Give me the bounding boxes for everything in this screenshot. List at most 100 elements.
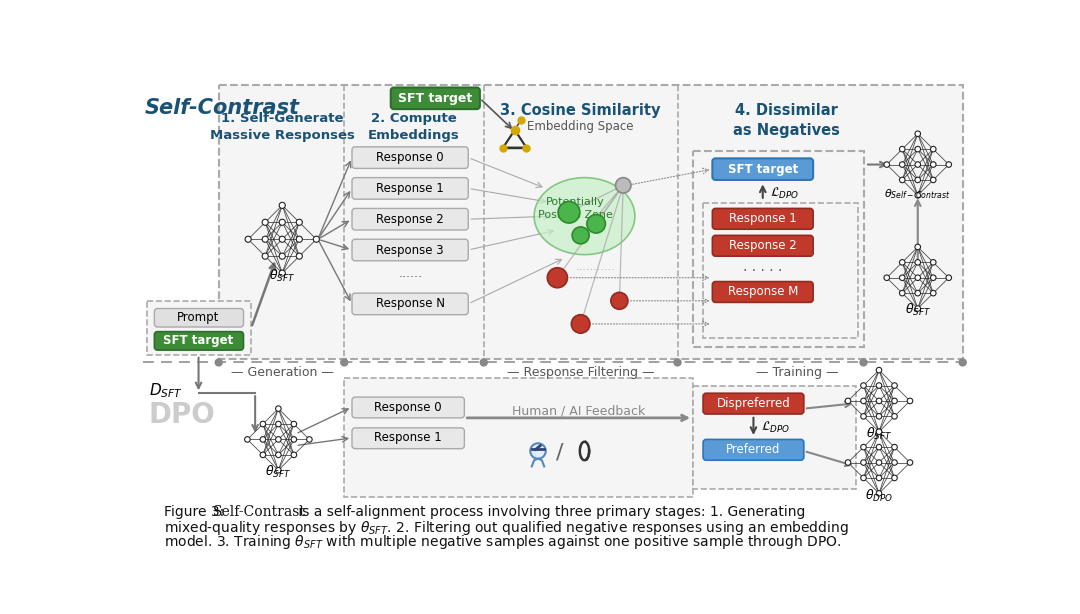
Circle shape: [931, 260, 936, 265]
Circle shape: [900, 177, 905, 183]
Circle shape: [931, 161, 936, 167]
Circle shape: [915, 244, 920, 250]
Text: $\mathcal{L}_{DPO}$: $\mathcal{L}_{DPO}$: [761, 421, 791, 435]
Circle shape: [861, 398, 866, 403]
Text: Prompt: Prompt: [177, 311, 219, 324]
Circle shape: [260, 452, 266, 457]
FancyBboxPatch shape: [713, 208, 813, 229]
Text: Response 1: Response 1: [376, 182, 444, 195]
Text: 4. Dissimilar
as Negatives: 4. Dissimilar as Negatives: [732, 103, 839, 138]
Text: Response 0: Response 0: [374, 400, 442, 414]
Circle shape: [846, 460, 851, 465]
Text: 3. Cosine Similarity: 3. Cosine Similarity: [500, 103, 661, 118]
Text: /: /: [556, 443, 564, 462]
Circle shape: [915, 146, 920, 152]
Circle shape: [876, 491, 881, 496]
Circle shape: [860, 359, 867, 366]
Circle shape: [876, 445, 881, 450]
Circle shape: [572, 227, 590, 244]
Circle shape: [876, 398, 881, 403]
Circle shape: [280, 219, 285, 225]
Circle shape: [861, 460, 866, 465]
Circle shape: [280, 253, 285, 259]
Text: Response 1: Response 1: [729, 212, 797, 225]
Text: Response 1: Response 1: [374, 432, 442, 445]
FancyBboxPatch shape: [713, 235, 813, 256]
Text: Self-Contrast: Self-Contrast: [145, 98, 299, 119]
FancyBboxPatch shape: [154, 308, 243, 327]
Circle shape: [883, 275, 890, 281]
Text: $D_{SFT}$: $D_{SFT}$: [149, 382, 183, 400]
Circle shape: [876, 475, 881, 481]
Circle shape: [900, 146, 905, 152]
Circle shape: [876, 383, 881, 388]
Circle shape: [892, 475, 897, 481]
FancyBboxPatch shape: [713, 282, 813, 302]
Bar: [345, 378, 693, 497]
Circle shape: [861, 445, 866, 450]
Circle shape: [307, 437, 312, 442]
Circle shape: [262, 219, 268, 225]
Circle shape: [900, 275, 905, 281]
Text: mixed-quality responses by $\theta_{SFT}$. 2. Filtering out qualified negative r: mixed-quality responses by $\theta_{SFT}…: [164, 519, 849, 537]
Circle shape: [280, 270, 285, 276]
Circle shape: [946, 161, 951, 167]
Circle shape: [915, 131, 920, 136]
FancyBboxPatch shape: [391, 88, 480, 109]
Text: is a self-alignment process involving three primary stages: 1. Generating: is a self-alignment process involving th…: [294, 505, 806, 519]
FancyBboxPatch shape: [352, 177, 469, 199]
Circle shape: [876, 429, 881, 435]
Text: $\theta_{SFT}$: $\theta_{SFT}$: [866, 426, 892, 443]
Text: Response 0: Response 0: [376, 151, 444, 164]
Circle shape: [915, 275, 920, 281]
Circle shape: [280, 236, 285, 243]
Text: — Response Filtering —: — Response Filtering —: [507, 365, 654, 378]
Bar: [218, 85, 962, 359]
Circle shape: [892, 383, 897, 388]
Circle shape: [861, 383, 866, 388]
Text: Response N: Response N: [376, 297, 445, 311]
Circle shape: [616, 177, 631, 193]
Circle shape: [260, 437, 266, 442]
Text: 1. Self-Generate
Massive Responses: 1. Self-Generate Massive Responses: [210, 112, 354, 142]
Circle shape: [275, 406, 281, 411]
Circle shape: [915, 260, 920, 265]
Circle shape: [892, 460, 897, 465]
Text: DPO: DPO: [149, 401, 216, 429]
Circle shape: [931, 177, 936, 183]
Circle shape: [900, 161, 905, 167]
Circle shape: [931, 275, 936, 281]
Bar: [703, 203, 859, 338]
Circle shape: [876, 414, 881, 419]
Circle shape: [907, 398, 913, 403]
Text: SFT target: SFT target: [163, 335, 233, 348]
Circle shape: [883, 161, 890, 167]
Text: Human / AI Feedback: Human / AI Feedback: [512, 405, 645, 418]
Circle shape: [931, 290, 936, 296]
Circle shape: [296, 219, 302, 225]
Circle shape: [915, 306, 920, 311]
Text: Dispreferred: Dispreferred: [716, 397, 791, 410]
Circle shape: [245, 236, 252, 243]
Circle shape: [275, 437, 281, 442]
FancyBboxPatch shape: [713, 158, 813, 180]
FancyBboxPatch shape: [352, 397, 464, 418]
Circle shape: [262, 253, 268, 259]
Text: Figure 3:: Figure 3:: [164, 505, 229, 519]
Text: SFT target: SFT target: [397, 92, 472, 105]
Circle shape: [292, 437, 297, 442]
Bar: [147, 301, 252, 355]
Text: — Training —: — Training —: [756, 365, 839, 378]
Circle shape: [313, 236, 320, 243]
Text: $\theta_{SFT}$: $\theta_{SFT}$: [266, 464, 292, 480]
Text: model. 3. Training $\theta_{SFT}$ with multiple negative samples against one pos: model. 3. Training $\theta_{SFT}$ with m…: [164, 532, 842, 551]
FancyBboxPatch shape: [352, 208, 469, 230]
Circle shape: [215, 359, 222, 366]
Circle shape: [915, 193, 920, 198]
FancyBboxPatch shape: [352, 293, 469, 315]
Circle shape: [946, 275, 951, 281]
Text: SFT target: SFT target: [728, 163, 798, 176]
FancyBboxPatch shape: [703, 393, 804, 414]
Text: Self-Contrast: Self-Contrast: [213, 505, 306, 519]
Text: Potentially
Positive Zone: Potentially Positive Zone: [538, 197, 612, 220]
